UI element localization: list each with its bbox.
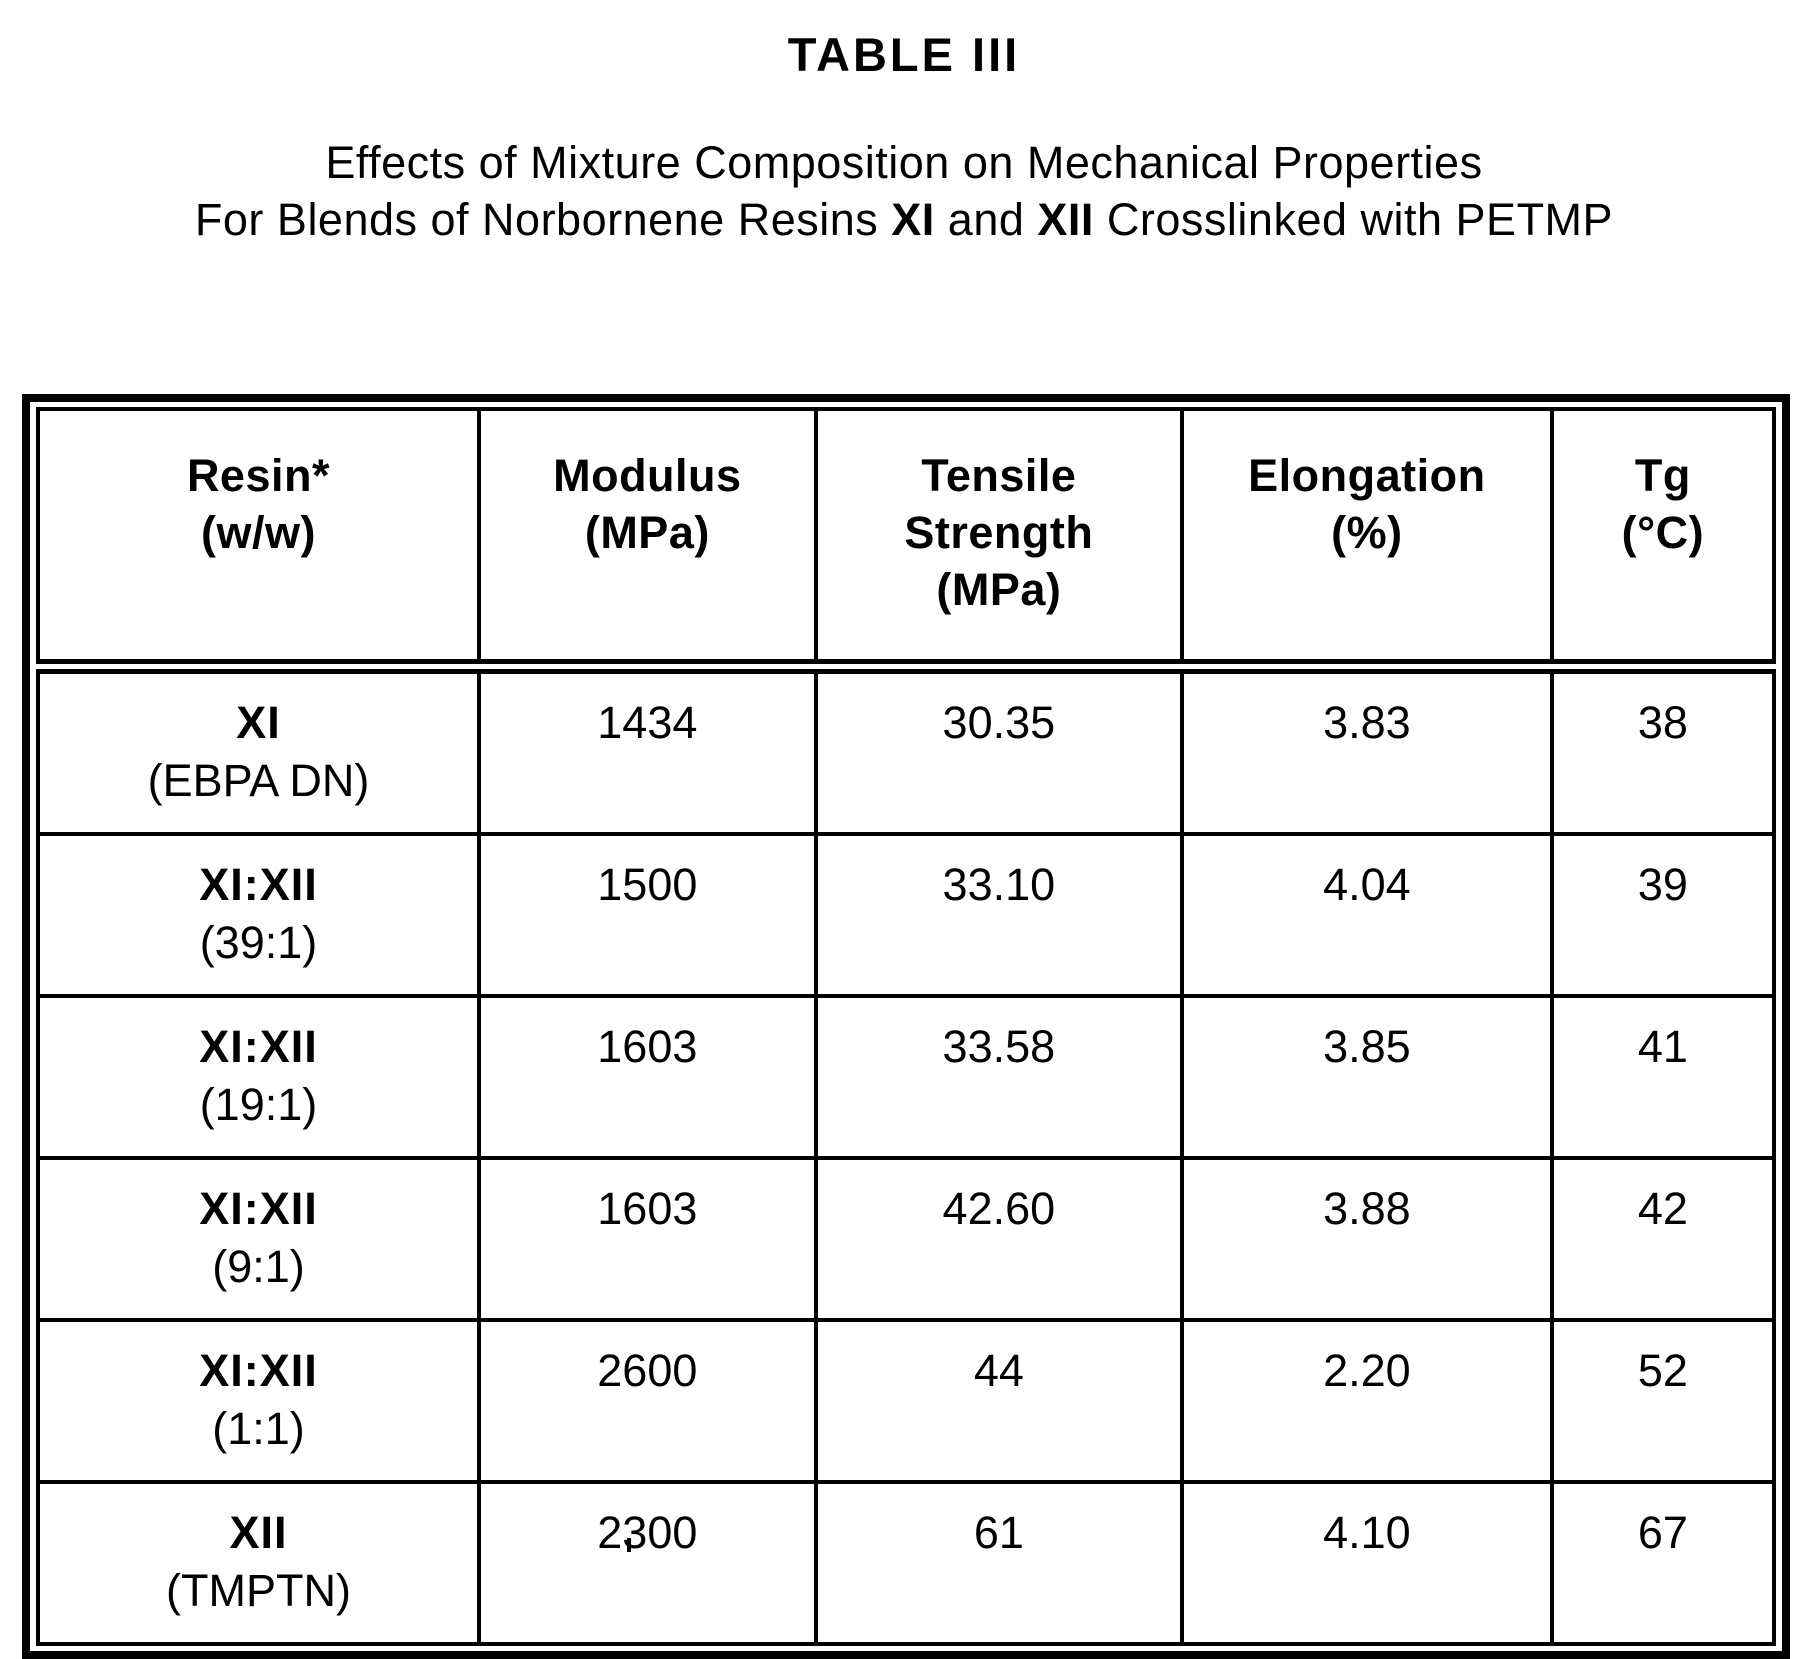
page-title: TABLE III — [787, 28, 1021, 81]
resin-name: XI:XII — [199, 1345, 318, 1396]
caption-line2-mid: and — [934, 194, 1038, 245]
caption-line-2: For Blends of Norbornene Resins XI and X… — [0, 191, 1808, 248]
table-row: XI:XII (39:1) 1500 33.10 4.04 39 — [36, 832, 1777, 998]
table-row: XII (TMPTN) 2300 61 4.10 67 — [36, 1480, 1777, 1646]
header-resin-line1: Resin* — [186, 450, 330, 501]
tg-cell: 42 — [1549, 1156, 1777, 1322]
column-header-modulus: Modulus (MPa) — [476, 407, 818, 674]
tensile-strength-cell: 33.10 — [813, 832, 1185, 998]
tensile-strength-cell: 42.60 — [813, 1156, 1185, 1322]
modulus-cell: 2600 — [476, 1318, 818, 1484]
caption-line2-prefix: For Blends of Norbornene Resins — [194, 194, 892, 245]
resin-detail: (9:1) — [212, 1241, 305, 1292]
modulus-cell: 1603 — [476, 1156, 818, 1322]
caption-resin-xi: XI — [891, 194, 935, 245]
column-header-tg: Tg (°C) — [1549, 407, 1777, 674]
elongation-cell: 2.20 — [1180, 1318, 1554, 1484]
table-row: XI:XII (1:1) 2600 44 2.20 52 — [36, 1318, 1777, 1484]
resin-cell: XI (EBPA DN) — [36, 664, 481, 836]
header-tensile-line2: Strength — [904, 507, 1094, 558]
resin-name: XII — [229, 1507, 288, 1558]
header-modulus-line2: (MPa) — [584, 507, 710, 558]
caption-line2-suffix: Crosslinked with PETMP — [1093, 194, 1614, 245]
resin-cell: XI:XII (9:1) — [36, 1156, 481, 1322]
elongation-cell: 4.10 — [1180, 1480, 1554, 1646]
header-tg-line1: Tg — [1634, 450, 1691, 501]
document-page: TABLE III Effects of Mixture Composition… — [0, 28, 1808, 1659]
tg-cell: 52 — [1549, 1318, 1777, 1484]
table-caption: Effects of Mixture Composition on Mechan… — [0, 134, 1808, 248]
column-header-tensile-strength: Tensile Strength (MPa) — [813, 407, 1185, 674]
header-elongation-line1: Elongation — [1248, 450, 1486, 501]
resin-detail: (39:1) — [199, 917, 318, 968]
resin-detail: (1:1) — [212, 1403, 305, 1454]
tensile-strength-cell: 61 — [813, 1480, 1185, 1646]
resin-cell: XII (TMPTN) — [36, 1480, 481, 1646]
column-header-resin: Resin* (w/w) — [36, 407, 481, 674]
caption-resin-xii: XII — [1037, 194, 1094, 245]
tg-cell: 38 — [1549, 664, 1777, 836]
modulus-cell: 2300 — [476, 1480, 818, 1646]
header-tg-line2: (°C) — [1621, 507, 1705, 558]
modulus-cell: 1603 — [476, 994, 818, 1160]
elongation-cell: 3.85 — [1180, 994, 1554, 1160]
resin-detail: (EBPA DN) — [147, 755, 370, 806]
column-header-elongation: Elongation (%) — [1180, 407, 1554, 674]
header-row: Resin* (w/w) Modulus (MPa) Tensile Stren… — [36, 407, 1777, 674]
tg-cell: 39 — [1549, 832, 1777, 998]
table-row: XI (EBPA DN) 1434 30.35 3.83 38 — [36, 664, 1777, 836]
elongation-cell: 4.04 — [1180, 832, 1554, 998]
resin-cell: XI:XII (1:1) — [36, 1318, 481, 1484]
resin-name: XI:XII — [199, 859, 318, 910]
table-row: XI:XII (9:1) 1603 42.60 3.88 42 — [36, 1156, 1777, 1322]
elongation-cell: 3.88 — [1180, 1156, 1554, 1322]
caption-line-1: Effects of Mixture Composition on Mechan… — [325, 137, 1483, 188]
table-row: XI:XII (19:1) 1603 33.58 3.85 41 — [36, 994, 1777, 1160]
tg-cell: 41 — [1549, 994, 1777, 1160]
header-elongation-line2: (%) — [1331, 507, 1403, 558]
tg-cell: 67 — [1549, 1480, 1777, 1646]
resin-cell: XI:XII (39:1) — [36, 832, 481, 998]
header-modulus-line1: Modulus — [553, 450, 742, 501]
header-tensile-line3: (MPa) — [936, 564, 1062, 615]
header-tensile-line1: Tensile — [921, 450, 1077, 501]
table-outer-frame: Resin* (w/w) Modulus (MPa) Tensile Stren… — [22, 394, 1790, 1659]
resin-detail: (19:1) — [199, 1079, 318, 1130]
tensile-strength-cell: 30.35 — [813, 664, 1185, 836]
header-resin-line2: (w/w) — [200, 507, 316, 558]
tensile-strength-cell: 44 — [813, 1318, 1185, 1484]
resin-name: XI:XII — [199, 1021, 318, 1072]
mechanical-properties-table: Resin* (w/w) Modulus (MPa) Tensile Stren… — [36, 407, 1777, 1646]
resin-name: XI:XII — [199, 1183, 318, 1234]
resin-detail: (TMPTN) — [165, 1565, 351, 1616]
elongation-cell: 3.83 — [1180, 664, 1554, 836]
modulus-cell: 1500 — [476, 832, 818, 998]
resin-name: XI — [236, 697, 281, 748]
resin-cell: XI:XII (19:1) — [36, 994, 481, 1160]
modulus-cell: 1434 — [476, 664, 818, 836]
scan-artifact-mark — [627, 1538, 631, 1552]
tensile-strength-cell: 33.58 — [813, 994, 1185, 1160]
